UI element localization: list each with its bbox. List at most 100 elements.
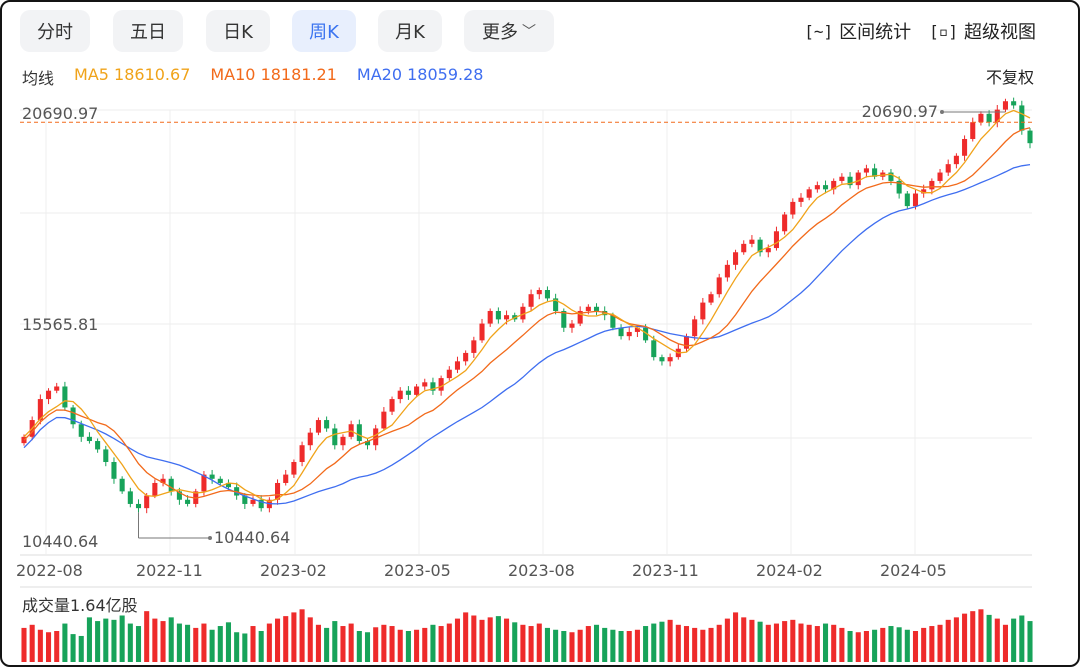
- candle-body: [504, 315, 510, 320]
- volume-bar: [553, 629, 559, 662]
- tab-weekly-k[interactable]: 周K: [292, 10, 356, 52]
- candle-body: [855, 172, 861, 186]
- candle-body: [577, 310, 583, 324]
- volume-bar: [822, 623, 829, 662]
- candle-body: [454, 361, 461, 370]
- volume-bar: [119, 615, 125, 662]
- volume-bar: [479, 619, 485, 662]
- volume-bar: [749, 619, 755, 662]
- volume-bar: [896, 627, 902, 662]
- volume-bar: [659, 621, 665, 662]
- volume-bar: [95, 621, 101, 662]
- candle-body: [495, 310, 501, 320]
- volume-bar: [912, 631, 919, 662]
- volume-bar: [986, 614, 992, 662]
- volume-bar: [495, 616, 501, 662]
- volume-bar: [144, 611, 150, 662]
- tab-more[interactable]: 更多 ﹀: [464, 10, 554, 52]
- volume-bar: [234, 632, 240, 662]
- candle-body: [176, 491, 182, 500]
- volume-bar: [193, 627, 199, 662]
- volume-bar: [405, 631, 411, 662]
- candle-body: [536, 290, 542, 295]
- bracket-chart-icon: [~]: [804, 21, 834, 41]
- range-stats-button[interactable]: [~] 区间统计: [804, 18, 911, 44]
- candle-body: [585, 306, 591, 311]
- tab-monthly-k[interactable]: 月K: [378, 10, 442, 52]
- volume-bar: [733, 612, 739, 662]
- x-label: 2023-08: [508, 561, 575, 580]
- max-annotation-dot: [940, 110, 944, 114]
- candle-body: [749, 239, 755, 244]
- candle-body: [62, 386, 68, 408]
- candle-body: [487, 310, 493, 324]
- candle-body: [1002, 101, 1008, 110]
- volume-bar: [724, 618, 730, 662]
- tab-label: 更多: [482, 22, 518, 43]
- tab-time-share[interactable]: 分时: [20, 10, 90, 52]
- ma10-value: MA10 18181.21: [210, 65, 337, 84]
- volume-bar: [610, 629, 616, 662]
- volume-bar: [37, 629, 43, 662]
- volume-label: 成交量1.64亿股: [22, 596, 138, 615]
- volume-bar: [315, 624, 321, 662]
- volume-bar: [634, 629, 640, 662]
- volume-bar: [782, 621, 788, 662]
- candle-body: [119, 478, 125, 492]
- volume-bar: [994, 618, 1000, 662]
- candle-body: [307, 432, 313, 446]
- volume-bar: [1027, 621, 1033, 662]
- tab-five-day[interactable]: 五日: [113, 10, 183, 52]
- tab-label: 月K: [395, 22, 425, 43]
- tab-label: 五日: [130, 22, 166, 43]
- volume-bar: [299, 609, 305, 662]
- candle-body: [201, 474, 207, 492]
- volume-bar: [741, 617, 747, 662]
- candle-body: [389, 399, 395, 412]
- volume-bar: [962, 613, 968, 662]
- volume-bar: [348, 623, 354, 662]
- range-stats-label: 区间统计: [839, 22, 912, 43]
- volume-bar: [520, 624, 526, 662]
- candle-body: [806, 189, 812, 198]
- tab-daily-k[interactable]: 日K: [206, 10, 270, 52]
- moving-average-legend: 均线 MA5 18610.67 MA10 18181.21 MA20 18059…: [22, 65, 483, 89]
- candle-body: [37, 399, 43, 421]
- ma5-line: [23, 109, 1031, 503]
- volume-bar: [168, 617, 174, 662]
- candle-body: [1019, 105, 1025, 131]
- volume-bar: [528, 626, 534, 662]
- volume-bar: [667, 619, 673, 662]
- candle-body: [446, 369, 452, 379]
- candle-body: [242, 495, 248, 504]
- candle-body: [168, 478, 174, 492]
- min-annotation-label: 10440.64: [214, 528, 290, 547]
- candle-body: [152, 482, 158, 496]
- adjust-mode-button[interactable]: 不复权: [985, 68, 1034, 87]
- candle-body: [814, 185, 820, 190]
- candle-body: [405, 390, 411, 395]
- candle-body: [863, 168, 869, 173]
- candle-body: [700, 302, 706, 320]
- volume-bar: [135, 626, 142, 662]
- volume-bar: [283, 616, 289, 662]
- volume-bar: [62, 623, 68, 662]
- volume-bar: [364, 632, 371, 662]
- super-view-button[interactable]: [▫] 超级视图: [929, 18, 1036, 44]
- candle-body: [773, 231, 779, 249]
- candle-body: [1027, 130, 1033, 144]
- candle-body: [78, 424, 84, 437]
- candle-body: [904, 193, 910, 207]
- volume-bar: [266, 623, 272, 662]
- candle-body: [381, 411, 387, 429]
- volume-bar: [577, 629, 583, 662]
- candle-body: [275, 482, 281, 500]
- candle-body: [912, 193, 919, 207]
- volume-bar: [602, 627, 608, 662]
- volume-bar: [814, 626, 820, 662]
- candle-body: [1011, 101, 1017, 106]
- volume-bar: [209, 629, 215, 662]
- volume-bar: [78, 635, 84, 662]
